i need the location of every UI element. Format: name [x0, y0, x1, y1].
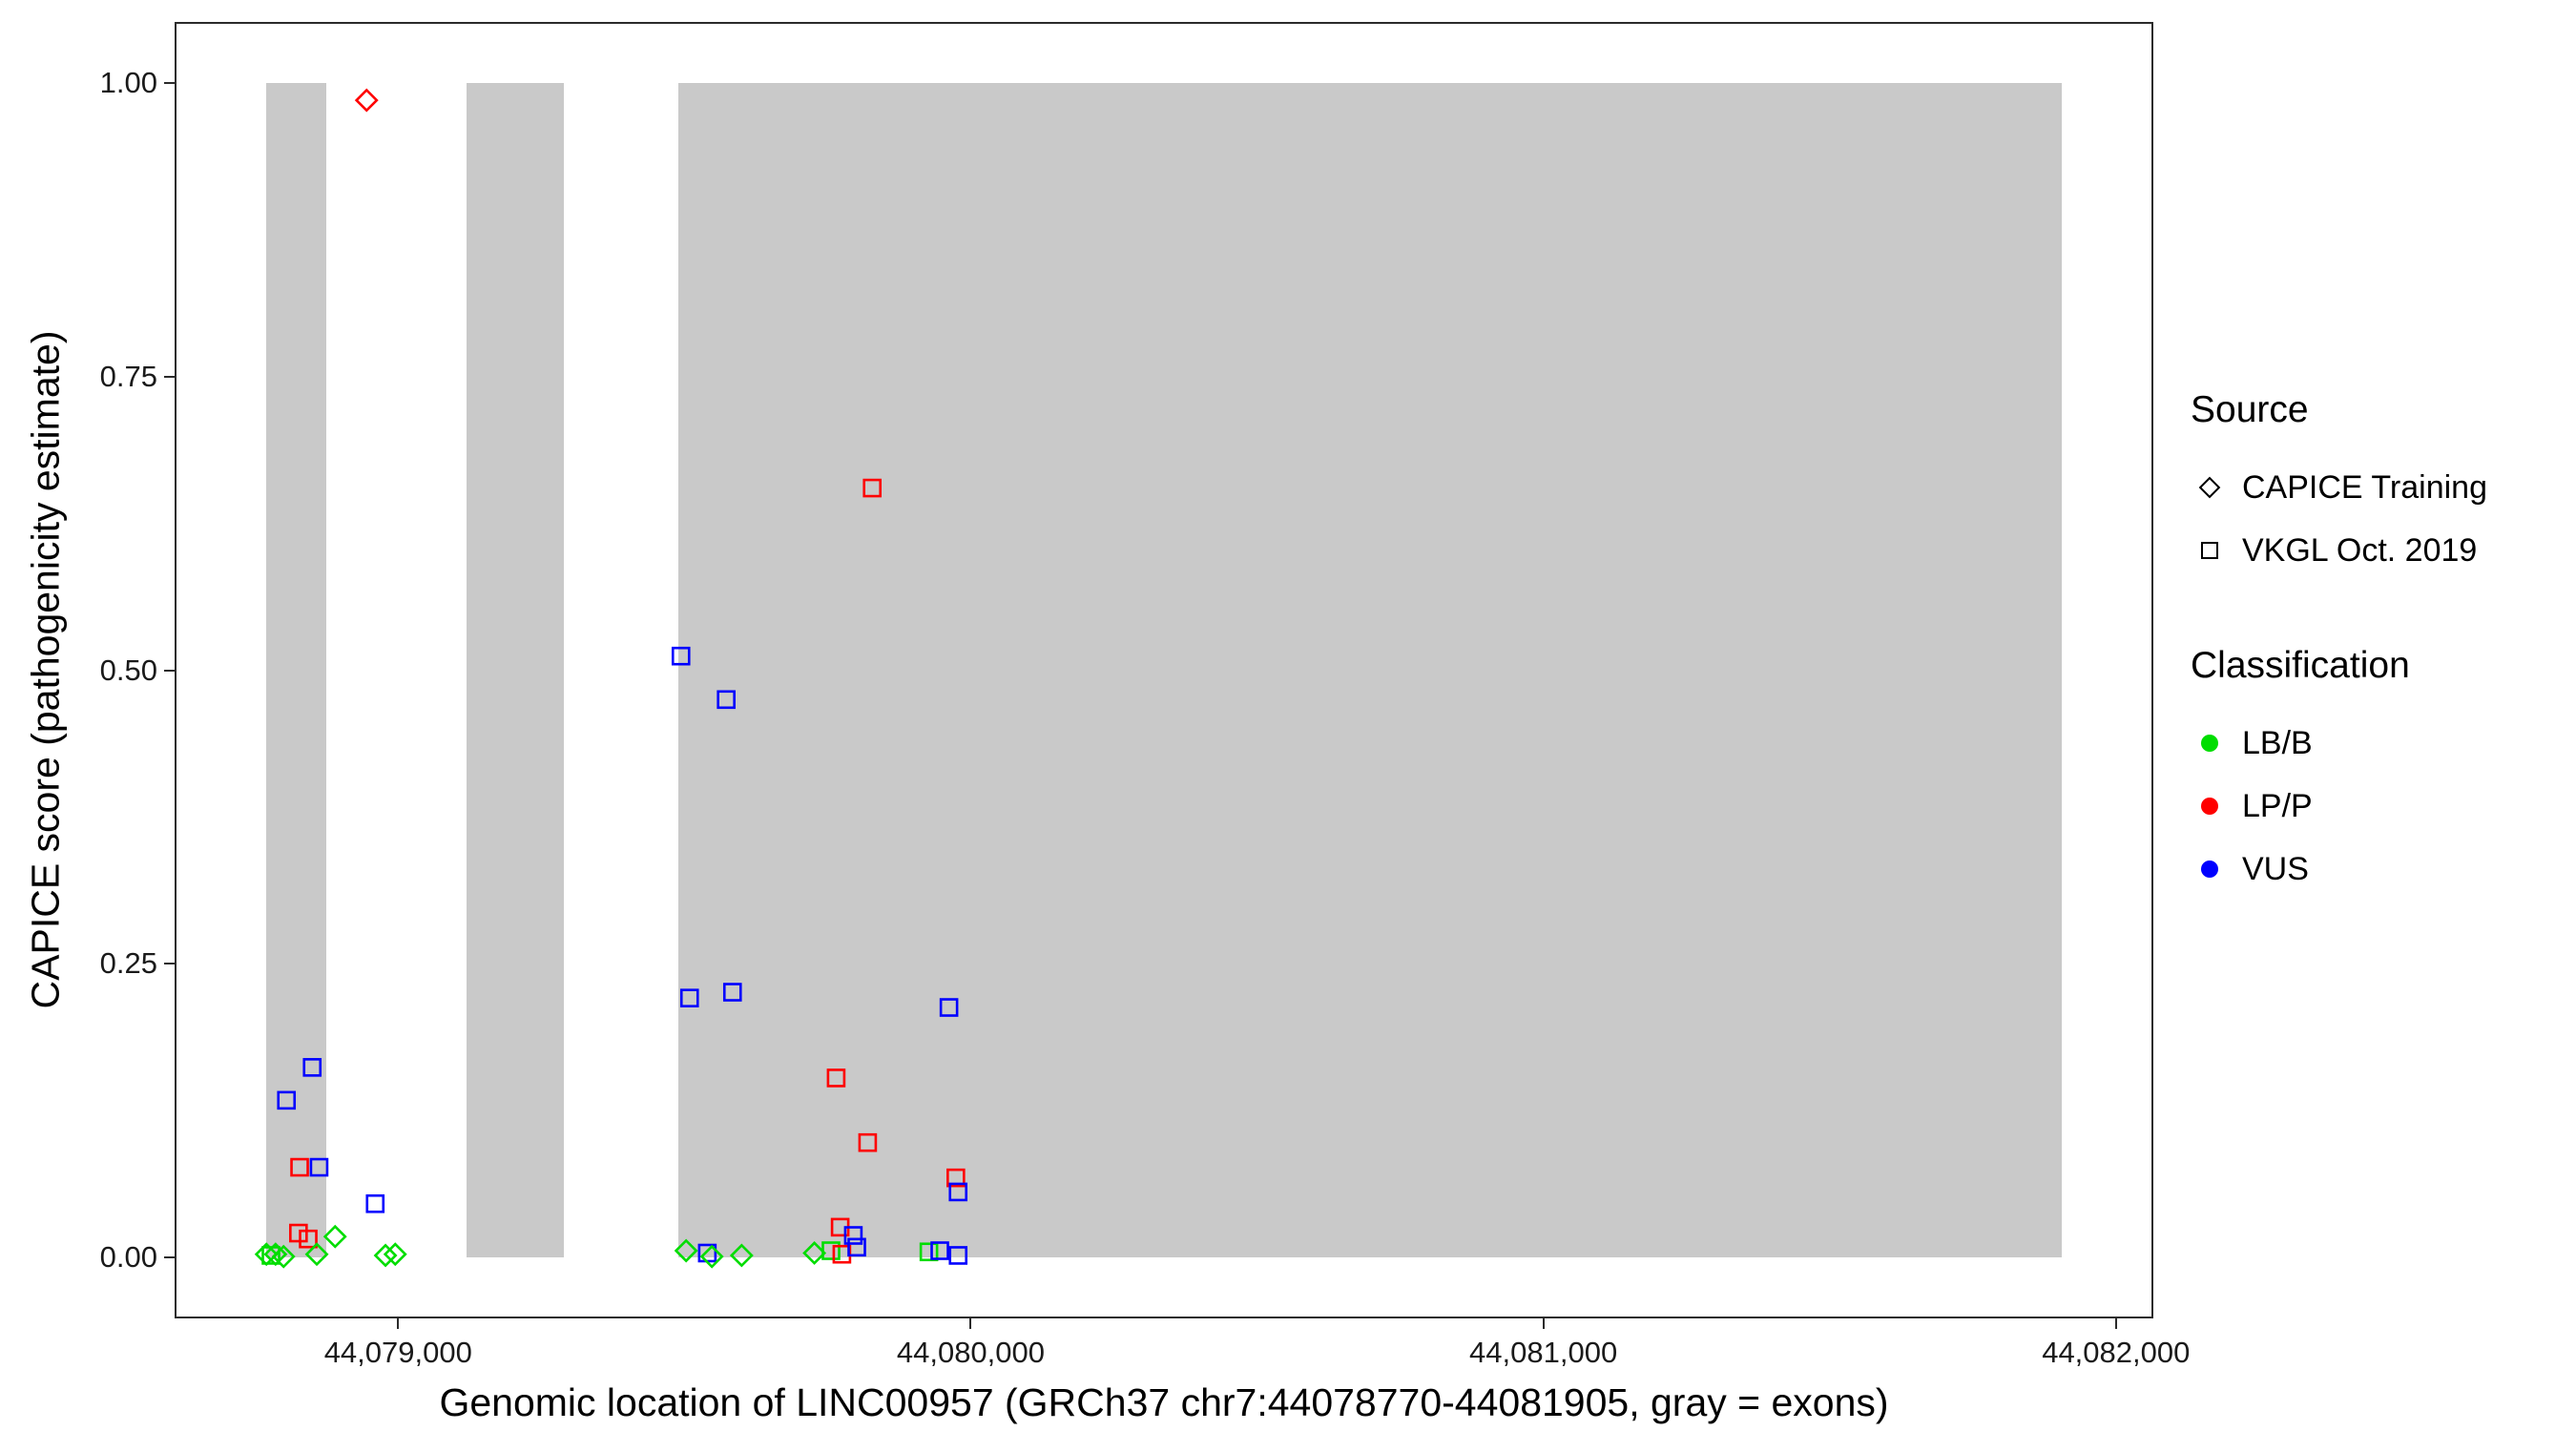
- data-point: [699, 1244, 724, 1269]
- data-point: [289, 1223, 308, 1243]
- data-point: [679, 988, 699, 1007]
- data-point: [383, 1242, 407, 1267]
- data-point: [271, 1244, 296, 1269]
- y-tick-mark: [164, 375, 175, 378]
- data-point: [290, 1157, 309, 1177]
- scatter-points-layer: [254, 88, 968, 1269]
- x-tick-label: 44,082,000: [2042, 1336, 2191, 1369]
- data-point: [847, 1237, 866, 1257]
- data-point: [919, 1242, 939, 1262]
- legend-item-lbb: LB/B: [2191, 712, 2572, 775]
- blue-dot-icon: [2191, 861, 2229, 878]
- data-point: [821, 1241, 841, 1260]
- data-point: [365, 1193, 385, 1213]
- data-point: [354, 88, 379, 113]
- legend: Source CAPICE Training VKGL Oct. 2019 Cl…: [2191, 389, 2572, 901]
- y-tick-mark: [164, 1256, 175, 1259]
- data-point: [946, 1168, 966, 1188]
- data-point: [322, 1224, 347, 1249]
- plot-panel: [175, 22, 2153, 1318]
- data-point: [939, 998, 959, 1017]
- data-point: [717, 690, 736, 710]
- y-tick-label: 0.25: [99, 946, 157, 981]
- x-tick-mark: [969, 1318, 972, 1329]
- x-tick-mark: [397, 1318, 400, 1329]
- legend-item-label: LB/B: [2242, 724, 2313, 761]
- data-point: [722, 983, 742, 1002]
- data-point: [302, 1058, 322, 1077]
- x-axis-title: Genomic location of LINC00957 (GRCh37 ch…: [439, 1380, 1889, 1424]
- data-point: [858, 1132, 878, 1152]
- legend-source-title: Source: [2191, 389, 2309, 430]
- data-point: [862, 478, 883, 498]
- legend-item-label: VKGL Oct. 2019: [2242, 531, 2478, 569]
- data-point: [277, 1090, 297, 1110]
- data-point: [299, 1229, 318, 1249]
- legend-item-vus: VUS: [2191, 838, 2572, 901]
- legend-item-lpp: LP/P: [2191, 775, 2572, 838]
- square-icon: [2191, 536, 2229, 565]
- exon-band: [266, 82, 327, 1258]
- legend-item-vkgl: VKGL Oct. 2019: [2191, 519, 2572, 582]
- y-tick-mark: [164, 669, 175, 672]
- data-point: [671, 646, 691, 666]
- y-tick-mark: [164, 963, 175, 965]
- y-tick-label: 0.50: [99, 653, 157, 687]
- data-point: [729, 1243, 754, 1268]
- legend-gap: [2191, 582, 2572, 645]
- x-tick-mark: [1542, 1318, 1545, 1329]
- data-point: [674, 1238, 698, 1263]
- y-tick-mark: [164, 81, 175, 84]
- data-point: [948, 1182, 968, 1202]
- x-tick-label: 44,080,000: [896, 1336, 1046, 1369]
- legend-item-label: VUS: [2242, 850, 2309, 887]
- x-tick-label: 44,079,000: [323, 1336, 472, 1369]
- x-tick-label: 44,081,000: [1469, 1336, 1618, 1369]
- data-point: [930, 1241, 949, 1260]
- data-point: [309, 1157, 329, 1177]
- diamond-icon: [2191, 473, 2229, 502]
- exon-band: [678, 82, 2062, 1258]
- data-point: [802, 1241, 827, 1265]
- exon-band: [467, 82, 565, 1258]
- green-dot-icon: [2191, 735, 2229, 752]
- legend-classification-title: Classification: [2191, 645, 2410, 686]
- y-tick-label: 0.00: [99, 1240, 157, 1275]
- legend-item-label: CAPICE Training: [2242, 468, 2487, 506]
- legend-item-label: LP/P: [2242, 787, 2313, 824]
- data-point: [304, 1242, 329, 1267]
- x-tick-mark: [2114, 1318, 2117, 1329]
- data-point: [826, 1068, 846, 1088]
- data-point: [948, 1246, 968, 1265]
- y-tick-label: 0.75: [99, 359, 157, 393]
- legend-item-capice-training: CAPICE Training: [2191, 456, 2572, 519]
- red-dot-icon: [2191, 798, 2229, 815]
- y-tick-label: 1.00: [99, 65, 157, 99]
- data-point: [843, 1226, 863, 1245]
